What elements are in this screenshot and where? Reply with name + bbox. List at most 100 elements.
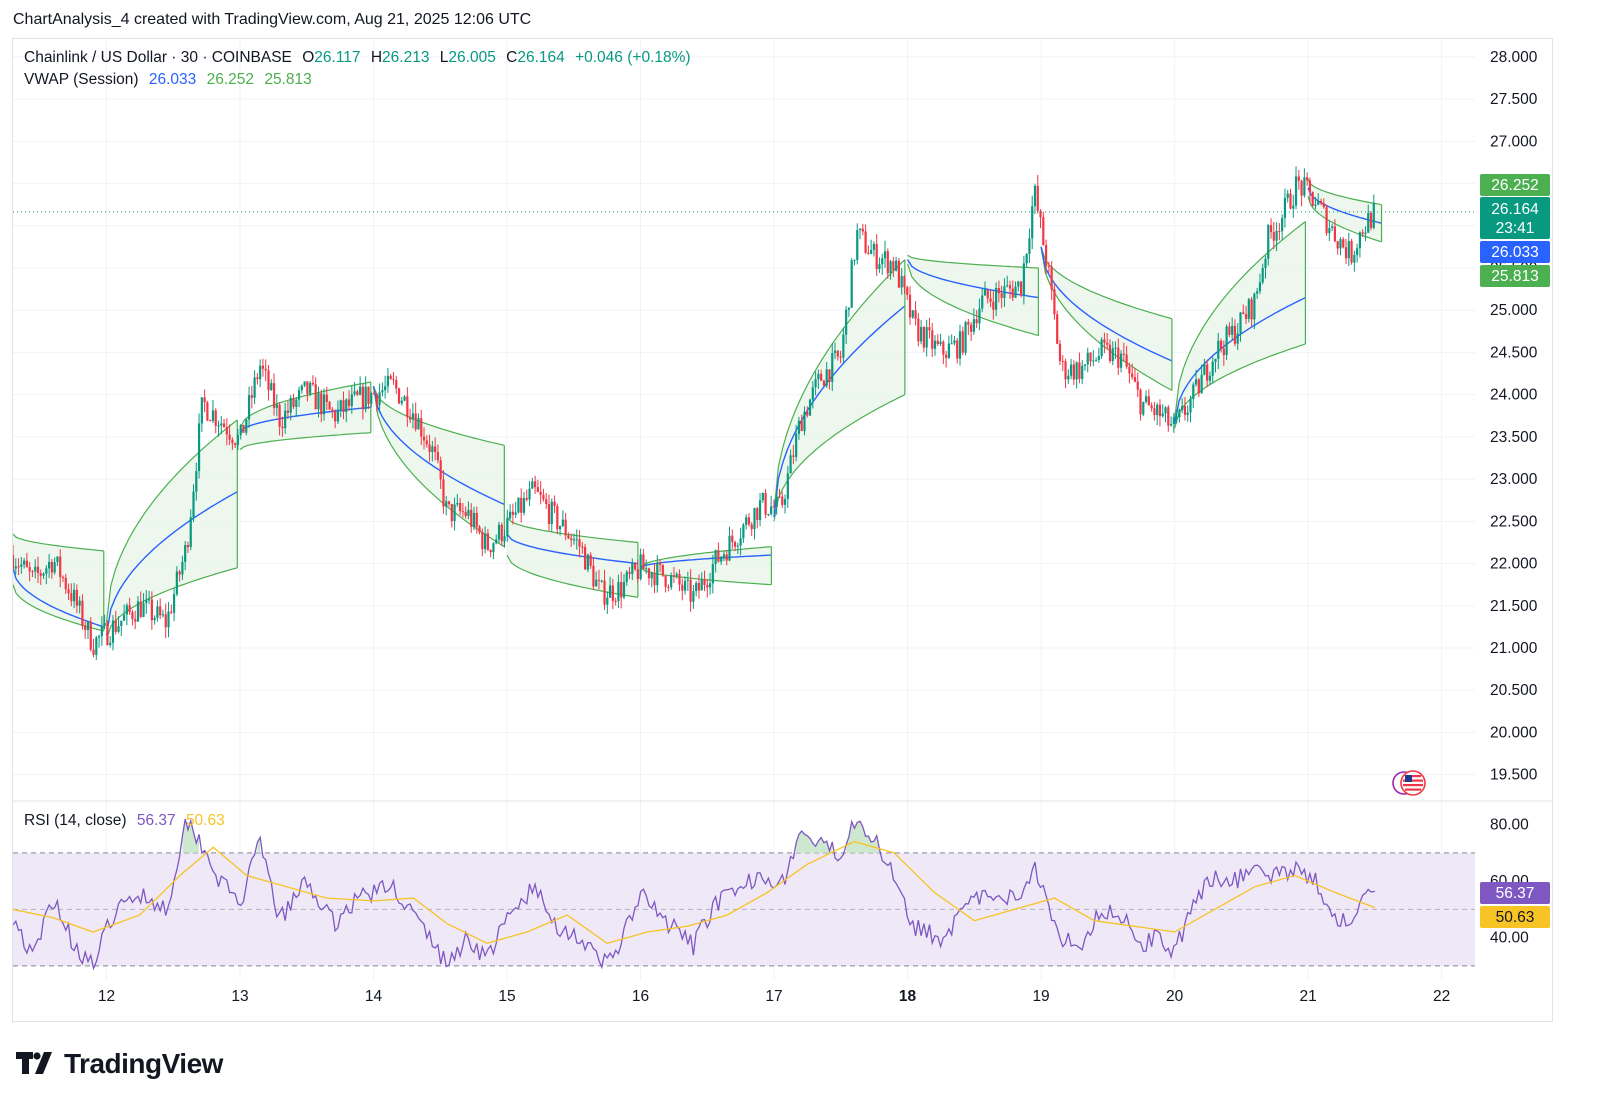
candle-body bbox=[895, 260, 898, 271]
y-tick-label: 22.000 bbox=[1490, 556, 1538, 573]
close-value: 26.164 bbox=[517, 49, 565, 66]
candle-body bbox=[239, 424, 242, 436]
candle-body bbox=[314, 384, 317, 410]
candle-body bbox=[883, 251, 887, 259]
symbol-legend: Chainlink / US Dollar · 30 · COINBASE O2… bbox=[24, 49, 697, 67]
candle-body bbox=[878, 264, 881, 269]
candle-body bbox=[256, 377, 259, 380]
candle-body bbox=[1267, 225, 1270, 259]
candle-body bbox=[597, 579, 601, 581]
vwap-upper-value: 26.252 bbox=[206, 71, 255, 88]
candle-body bbox=[586, 554, 589, 570]
vwap-band-fill bbox=[507, 517, 638, 598]
candle-body bbox=[1211, 361, 1214, 376]
candle-body bbox=[122, 614, 126, 621]
candle-body bbox=[45, 568, 48, 574]
candle-body bbox=[783, 499, 787, 505]
candle-body bbox=[578, 539, 581, 547]
candle-body bbox=[1231, 325, 1234, 335]
candle-body bbox=[681, 584, 684, 591]
candle-body bbox=[711, 564, 714, 584]
candle-body bbox=[995, 288, 998, 310]
rsi-y-tick-label: 80.00 bbox=[1490, 817, 1529, 834]
candle-body bbox=[264, 368, 267, 371]
rsi-legend: RSI (14, close) 56.37 50.63 bbox=[24, 812, 231, 830]
candle-body bbox=[439, 460, 442, 480]
candle-body bbox=[92, 649, 95, 655]
candle-body bbox=[1222, 348, 1225, 355]
candle-body bbox=[664, 575, 667, 587]
candle-body bbox=[1069, 364, 1073, 376]
candle-body bbox=[328, 401, 331, 410]
candle-body bbox=[647, 568, 651, 579]
candle-body bbox=[186, 544, 190, 548]
candle-body bbox=[81, 600, 84, 626]
candle-body bbox=[1214, 358, 1217, 362]
candle-body bbox=[595, 579, 598, 587]
candle-body bbox=[228, 434, 231, 440]
candle-body bbox=[1306, 177, 1309, 181]
vwap-band-fill bbox=[774, 259, 905, 522]
candle-body bbox=[1192, 384, 1195, 400]
candle-body bbox=[867, 252, 870, 254]
candle-body bbox=[1044, 245, 1048, 266]
candle-body bbox=[686, 579, 689, 581]
candle-body bbox=[42, 573, 45, 576]
candle-body bbox=[631, 563, 634, 575]
high-label: H bbox=[370, 49, 383, 66]
badge-countdown: 23:41 bbox=[1496, 220, 1535, 237]
vwap-upper-band bbox=[640, 546, 772, 569]
candle-body bbox=[542, 494, 545, 500]
candle-body bbox=[692, 591, 695, 602]
candle-body bbox=[309, 382, 312, 394]
candle-body bbox=[103, 623, 106, 626]
candle-body bbox=[31, 571, 34, 573]
candle-body bbox=[181, 561, 184, 575]
candle-body bbox=[1022, 263, 1025, 296]
candle-body bbox=[1372, 202, 1375, 228]
vwap-line bbox=[506, 533, 638, 565]
candle-body bbox=[359, 386, 362, 395]
candle-body bbox=[500, 524, 503, 542]
badge-vwap-upper: 26.252 bbox=[1491, 177, 1538, 194]
candle-body bbox=[592, 565, 595, 587]
candle-body bbox=[858, 228, 862, 231]
candle-body bbox=[139, 601, 142, 617]
candle-body bbox=[347, 399, 351, 406]
candle-body bbox=[1203, 364, 1206, 375]
candle-body bbox=[561, 519, 564, 526]
candle-body bbox=[989, 298, 992, 302]
candle-body bbox=[1025, 253, 1028, 264]
candle-body bbox=[150, 599, 153, 621]
candle-body bbox=[656, 562, 659, 586]
vwap-upper-band bbox=[239, 381, 371, 429]
candle-body bbox=[981, 295, 984, 309]
x-tick-label: 22 bbox=[1433, 988, 1450, 1005]
candle-body bbox=[1142, 401, 1145, 415]
candle-body bbox=[1019, 281, 1023, 296]
candle-body bbox=[520, 497, 523, 513]
candle-body bbox=[964, 321, 967, 353]
badge-rsi-ma-bg bbox=[1480, 906, 1550, 928]
candle-body bbox=[1089, 352, 1092, 362]
rsi-line bbox=[13, 818, 1375, 971]
candle-body bbox=[1278, 230, 1281, 232]
candle-body bbox=[1233, 325, 1237, 344]
tradingview-logo[interactable]: TradingView bbox=[16, 1048, 223, 1080]
candle-body bbox=[95, 637, 98, 655]
candle-body bbox=[20, 564, 23, 567]
candle-body bbox=[1050, 266, 1053, 290]
candle-body bbox=[1206, 364, 1209, 381]
us-flag-icon[interactable] bbox=[1392, 768, 1426, 798]
candle-body bbox=[1247, 299, 1250, 319]
candle-body bbox=[414, 413, 417, 430]
candle-body bbox=[608, 585, 612, 598]
candle-body bbox=[284, 410, 287, 429]
candle-body bbox=[397, 388, 401, 404]
candle-body bbox=[1322, 203, 1325, 208]
candle-body bbox=[1094, 359, 1098, 361]
candle-body bbox=[1081, 365, 1084, 379]
candle-body bbox=[56, 556, 59, 563]
candle-body bbox=[425, 440, 428, 445]
